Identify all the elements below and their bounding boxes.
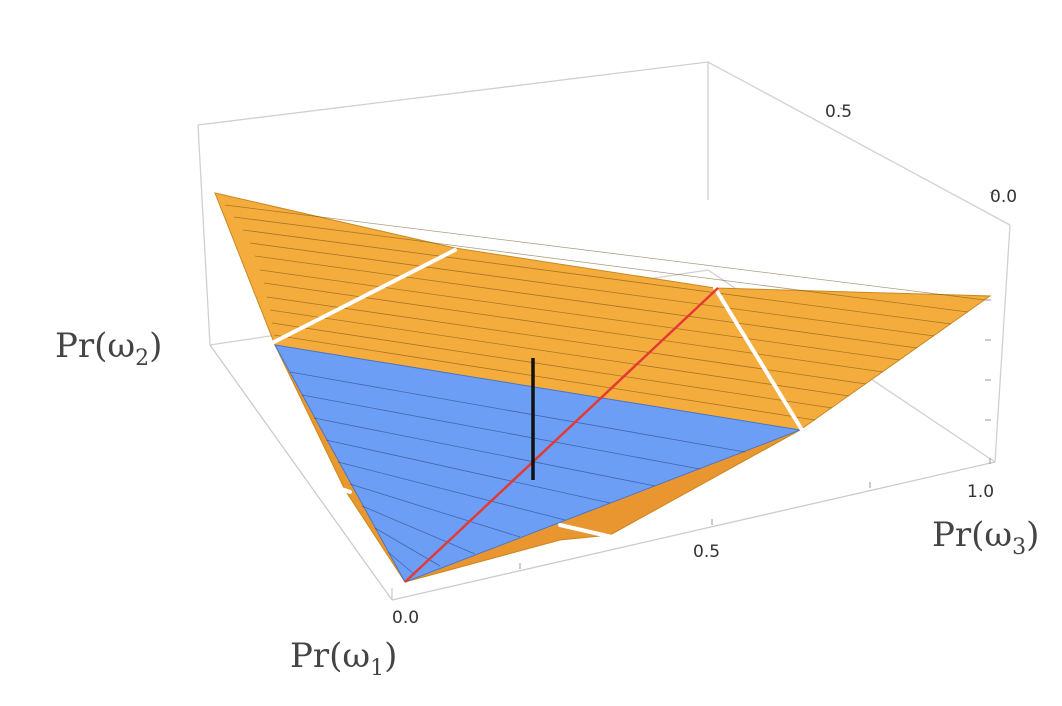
box-edge-left-vertical	[197, 124, 211, 346]
box-edge-right-vertical	[994, 224, 1011, 463]
hatch-line	[224, 204, 986, 301]
axis-label-y-close: )	[1026, 515, 1039, 555]
hatch-line	[263, 282, 884, 373]
axis-label-y-sub: 3	[1012, 535, 1026, 560]
axis-label-x-sub: 1	[370, 656, 384, 681]
hatch-line	[249, 242, 935, 337]
bounding-box-front	[209, 344, 996, 601]
axis-label-x: Pr(ω1)	[290, 636, 397, 681]
hatch-line	[337, 461, 566, 521]
white-lines	[270, 248, 804, 539]
hatch-line	[271, 322, 833, 409]
hatch-line	[349, 483, 521, 538]
tick-mark	[989, 191, 997, 196]
axis-label-x-main: Pr(ω	[290, 636, 370, 676]
white-line	[334, 485, 352, 494]
surface-blue	[274, 344, 802, 583]
axis-label-z-sub: 2	[135, 346, 149, 371]
box-edge-front-left	[209, 344, 393, 601]
hatch-line	[361, 505, 476, 555]
axis-label-z-close: )	[149, 326, 162, 366]
tick-label-x-0: 0.0	[392, 608, 419, 628]
axis-label-z-main: Pr(ω	[55, 326, 135, 366]
axis-label-y: Pr(ω3)	[932, 515, 1039, 560]
hatch-line	[254, 255, 918, 349]
hatch-line	[242, 229, 952, 325]
hatch-line	[325, 439, 611, 504]
tick-label-z-0: 0.5	[825, 102, 852, 122]
hatch-orange	[224, 204, 986, 421]
hatch-line	[289, 371, 746, 453]
tick-marks	[519, 107, 997, 569]
hatch-line	[313, 417, 656, 487]
hatch-line	[301, 394, 701, 470]
white-line	[270, 248, 457, 345]
tick-mark	[839, 107, 847, 111]
white-line	[558, 523, 614, 539]
hatch-line	[233, 216, 969, 313]
axis-label-y-main: Pr(ω	[932, 515, 1012, 555]
box-edge-front-bottom	[391, 461, 996, 601]
red-line	[404, 287, 719, 583]
tick-label-y-1: 1.0	[967, 482, 994, 502]
hatch-line	[269, 309, 850, 397]
axis-label-z: Pr(ω2)	[55, 326, 162, 371]
hatch-blue	[289, 371, 746, 576]
white-line	[713, 286, 804, 432]
box-edge-back-top	[197, 61, 1011, 226]
hatch-line	[387, 551, 416, 576]
hatch-line	[259, 269, 901, 361]
tick-label-y-0: 0.5	[693, 542, 720, 562]
hatch-line	[273, 334, 816, 421]
tick-label-z-1: 0.0	[990, 187, 1017, 207]
axis-label-x-close: )	[384, 636, 397, 676]
